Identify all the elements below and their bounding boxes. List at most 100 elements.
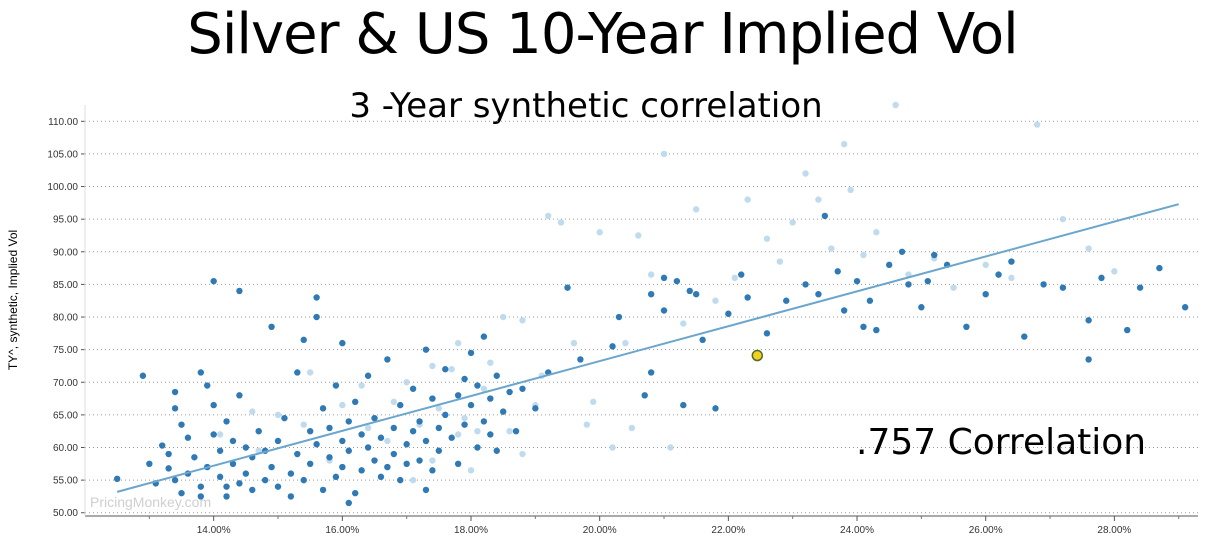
scatter-point-light — [763, 235, 771, 242]
scatter-point — [242, 470, 250, 477]
scatter-point — [905, 281, 912, 288]
scatter-point-light — [429, 362, 436, 370]
y-tick-label: 65.00 — [53, 410, 78, 421]
scatter-point — [210, 431, 217, 438]
scatter-point — [860, 323, 867, 331]
scatter-point-light — [892, 101, 899, 109]
scatter-point — [647, 290, 655, 298]
y-tick-label: 100.00 — [47, 182, 78, 193]
scatter-point-light — [1111, 268, 1118, 275]
scatter-point — [306, 460, 314, 468]
scatter-point-light — [429, 457, 436, 464]
scatter-point — [931, 251, 938, 259]
scatter-point — [178, 421, 185, 428]
scatter-point — [712, 405, 719, 412]
scatter-point — [1156, 264, 1163, 272]
scatter-point-light — [216, 431, 224, 438]
scatter-point — [564, 284, 571, 291]
y-tick-label: 105.00 — [47, 149, 78, 160]
scatter-point — [416, 418, 423, 425]
scatter-point — [493, 447, 500, 454]
scatter-point — [577, 356, 584, 363]
scatter-point — [532, 405, 539, 412]
scatter-point — [268, 463, 275, 471]
scatter-point — [210, 401, 217, 409]
scatter-point-light — [570, 339, 578, 347]
scatter-point — [294, 450, 301, 458]
scatter-point — [474, 444, 481, 451]
scatter-point-light — [622, 339, 629, 347]
scatter-point — [853, 277, 861, 285]
scatter-point-light — [802, 170, 809, 177]
scatter-point-light — [712, 297, 719, 304]
scatter-point — [197, 493, 205, 500]
scatter-point — [352, 489, 359, 497]
scatter-point — [191, 454, 198, 461]
scatter-point — [339, 339, 346, 347]
x-tick-label: 26.00% — [969, 525, 1003, 536]
scatter-point — [313, 441, 320, 448]
scatter-point — [480, 418, 488, 425]
scatter-point-light — [860, 251, 867, 259]
scatter-point-light — [506, 427, 513, 435]
x-tick-label: 14.00% — [197, 525, 231, 536]
scatter-point — [300, 476, 307, 484]
scatter-point — [229, 460, 237, 468]
scatter-point — [319, 405, 327, 412]
scatter-point — [866, 297, 874, 304]
scatter-point-light — [776, 258, 784, 265]
scatter-point — [725, 310, 732, 317]
y-tick-label: 70.00 — [53, 378, 78, 389]
scatter-point-light — [647, 271, 655, 278]
x-tick-label: 28.00% — [1097, 525, 1131, 536]
scatter-point — [448, 434, 455, 441]
scatter-point-light — [461, 414, 468, 422]
scatter-point — [319, 486, 327, 494]
scatter-point — [467, 401, 475, 409]
scatter-point-light — [384, 437, 391, 445]
scatter-point — [1059, 284, 1067, 291]
scatter-point-light — [731, 274, 738, 282]
scatter-point — [506, 388, 513, 396]
scatter-point — [454, 392, 462, 399]
scatter-point — [429, 467, 436, 474]
y-tick-label: 110.00 — [48, 117, 78, 128]
scatter-point — [403, 441, 410, 448]
scatter-point — [242, 444, 250, 451]
scatter-point — [236, 287, 243, 295]
scatter-point — [377, 434, 385, 441]
scatter-point — [287, 493, 295, 500]
scatter-point-light — [1059, 215, 1067, 223]
scatter-point-light — [660, 150, 668, 158]
scatter-point — [274, 437, 282, 445]
scatter-point — [364, 372, 372, 379]
x-tick-label: 22.00% — [711, 525, 745, 536]
scatter-point — [236, 480, 243, 487]
scatter-point — [1085, 356, 1092, 363]
scatter-point-light — [467, 467, 475, 474]
scatter-point — [512, 427, 520, 435]
y-tick-label: 75.00 — [53, 345, 78, 356]
chart-title: Silver & US 10-Year Implied Vol — [187, 2, 1018, 67]
scatter-point — [165, 465, 172, 472]
scatter-point — [371, 414, 378, 422]
scatter-point — [422, 437, 430, 445]
scatter-point — [763, 330, 771, 337]
chart-subtitle: 3 -Year synthetic correlation — [349, 86, 823, 126]
scatter-point — [345, 447, 352, 454]
scatter-point-light — [789, 219, 796, 226]
scatter-point-light — [590, 398, 597, 406]
scatter-point — [345, 499, 352, 507]
watermark: PricingMonkey.com — [90, 494, 212, 510]
scatter-point-light — [1008, 274, 1015, 282]
scatter-point — [171, 405, 179, 412]
scatter-point — [834, 268, 841, 275]
scatter-point — [171, 476, 179, 484]
scatter-point — [403, 460, 410, 468]
scatter-point — [609, 343, 616, 350]
scatter-point-light — [364, 424, 372, 432]
scatter-point-light — [274, 411, 282, 419]
scatter-point — [454, 460, 462, 468]
scatter-point-light — [474, 427, 481, 435]
scatter-point — [352, 398, 359, 406]
